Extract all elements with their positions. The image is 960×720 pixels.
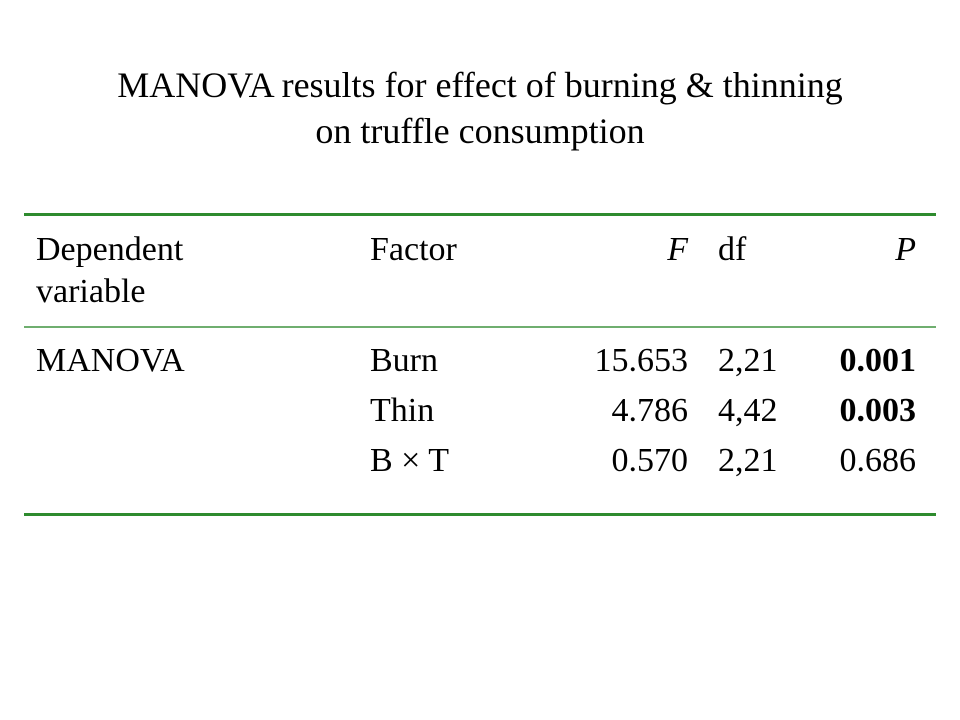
title-line-2: on truffle consumption bbox=[315, 111, 645, 151]
header-p: P bbox=[895, 231, 916, 268]
table-bottom-rule bbox=[24, 513, 936, 516]
header-factor: Factor bbox=[370, 231, 457, 268]
row-1-p: 0.001 bbox=[839, 342, 917, 379]
row-3-factor: B × T bbox=[370, 442, 450, 479]
title-line-1: MANOVA results for effect of burning & t… bbox=[117, 65, 843, 105]
row-2-factor: Thin bbox=[370, 392, 435, 429]
row-3-p: 0.686 bbox=[839, 442, 917, 479]
table-top-rule bbox=[24, 213, 936, 216]
row-2-df: 4,42 bbox=[718, 392, 778, 429]
header-dependent-variable: Dependent variable bbox=[36, 229, 183, 313]
dependent-variable-cell: MANOVA bbox=[36, 342, 185, 379]
header-df: df bbox=[718, 231, 747, 268]
table-header-rule bbox=[24, 326, 936, 328]
row-2-p: 0.003 bbox=[839, 392, 917, 429]
header-dependent-line-1: Dependent bbox=[36, 231, 184, 268]
header-dependent-line-2: variable bbox=[36, 273, 146, 310]
row-1-df: 2,21 bbox=[718, 342, 778, 379]
row-3-df: 2,21 bbox=[718, 442, 778, 479]
row-1-factor: Burn bbox=[370, 342, 438, 379]
row-3-f: 0.570 bbox=[611, 442, 689, 479]
page-title: MANOVA results for effect of burning & t… bbox=[0, 62, 960, 154]
header-f: F bbox=[667, 231, 688, 268]
row-2-f: 4.786 bbox=[611, 392, 689, 429]
row-1-f: 15.653 bbox=[594, 342, 689, 379]
